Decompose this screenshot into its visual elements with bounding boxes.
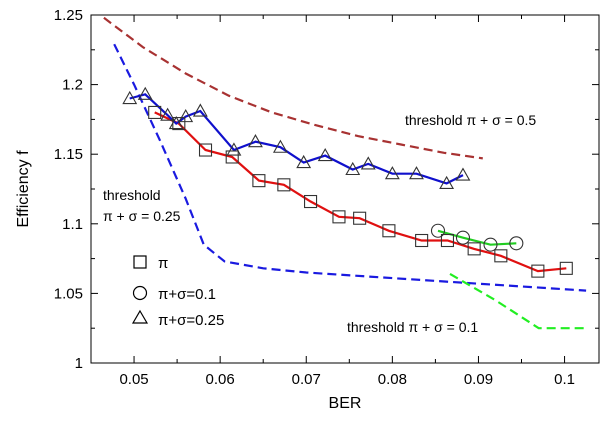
- plot-frame: [90, 14, 600, 364]
- triangle-marker: [137, 86, 153, 100]
- square-marker: [440, 233, 455, 248]
- square-marker: [252, 174, 266, 188]
- threshold-curve-1: [113, 43, 587, 292]
- data-series: [122, 86, 573, 278]
- triangle-marker: [122, 90, 138, 105]
- triangle-marker: [178, 108, 194, 123]
- square-marker: [225, 150, 239, 164]
- x-tick-label: 0.07: [292, 371, 321, 388]
- threshold-curve-2: [449, 272, 587, 330]
- square-marker: [531, 264, 545, 278]
- legend-label-pi-sigma-0-1: π+σ=0.1: [158, 286, 216, 303]
- x-tick-label: 0.09: [464, 371, 493, 388]
- y-tick-label: 1.2: [62, 77, 83, 94]
- series-line-triangle: [129, 93, 464, 185]
- y-axis-label: Efficiency f: [15, 150, 32, 228]
- legend: π π+σ=0.1 π+σ=0.25: [131, 255, 224, 329]
- legend-triangle-marker: [131, 309, 149, 324]
- circle-marker: [430, 223, 446, 238]
- x-tick-label: 0.05: [119, 371, 148, 388]
- square-marker: [148, 105, 162, 119]
- triangle-marker: [360, 156, 376, 170]
- legend-label-pi: π: [158, 255, 168, 272]
- triangle-marker: [384, 166, 400, 180]
- annotation-threshold-0-25-line2: π + σ = 0.25: [103, 208, 181, 224]
- triangle-marker: [409, 166, 424, 180]
- square-marker: [198, 143, 213, 157]
- y-tick-label: 1.25: [54, 7, 83, 24]
- triangle-marker: [272, 139, 288, 153]
- axis-ticks: 0.05 0.06 0.07 0.08 0.09 0.1 1 1.05 1.1 1.15 1.2 1.…: [54, 7, 599, 388]
- y-tick-label: 1: [75, 355, 83, 372]
- annotation-threshold-0-1: threshold π + σ = 0.1: [347, 319, 478, 335]
- square-marker: [277, 178, 291, 192]
- triangle-marker: [168, 115, 184, 130]
- annotation-threshold-0-5: threshold π + σ = 0.5: [405, 112, 536, 128]
- triangle-marker: [317, 147, 333, 162]
- annotation-threshold-0-25-line1: threshold: [103, 187, 161, 203]
- square-marker: [353, 211, 367, 225]
- square-marker: [332, 210, 346, 224]
- threshold-curves: [103, 16, 587, 330]
- y-tick-label: 1.1: [62, 216, 83, 233]
- y-tick-label: 1.05: [54, 285, 83, 302]
- triangle-marker: [455, 167, 471, 181]
- square-marker: [559, 261, 573, 275]
- triangle-marker: [345, 161, 361, 176]
- triangle-marker: [160, 107, 176, 121]
- square-marker: [467, 242, 481, 256]
- triangle-marker: [248, 134, 263, 148]
- triangle-marker: [296, 154, 312, 169]
- legend-square-marker: [133, 255, 147, 269]
- x-tick-label: 0.08: [378, 371, 407, 388]
- series-line-square: [154, 111, 567, 273]
- square-marker: [494, 249, 508, 263]
- circle-marker: [509, 236, 524, 251]
- circle-marker: [483, 237, 498, 252]
- triangle-marker: [226, 142, 242, 156]
- threshold-curve-0: [103, 16, 483, 160]
- x-axis-label: BER: [329, 395, 362, 412]
- y-tick-label: 1.15: [54, 146, 83, 163]
- x-tick-label: 0.1: [554, 371, 575, 388]
- square-marker: [415, 233, 429, 248]
- square-marker: [304, 194, 318, 209]
- legend-circle-marker: [132, 285, 148, 301]
- circle-marker: [455, 230, 471, 245]
- x-tick-label: 0.06: [206, 371, 235, 388]
- triangle-marker: [192, 103, 208, 117]
- legend-label-pi-sigma-0-25: π+σ=0.25: [158, 312, 224, 329]
- triangle-marker: [439, 175, 455, 189]
- square-marker: [382, 224, 396, 238]
